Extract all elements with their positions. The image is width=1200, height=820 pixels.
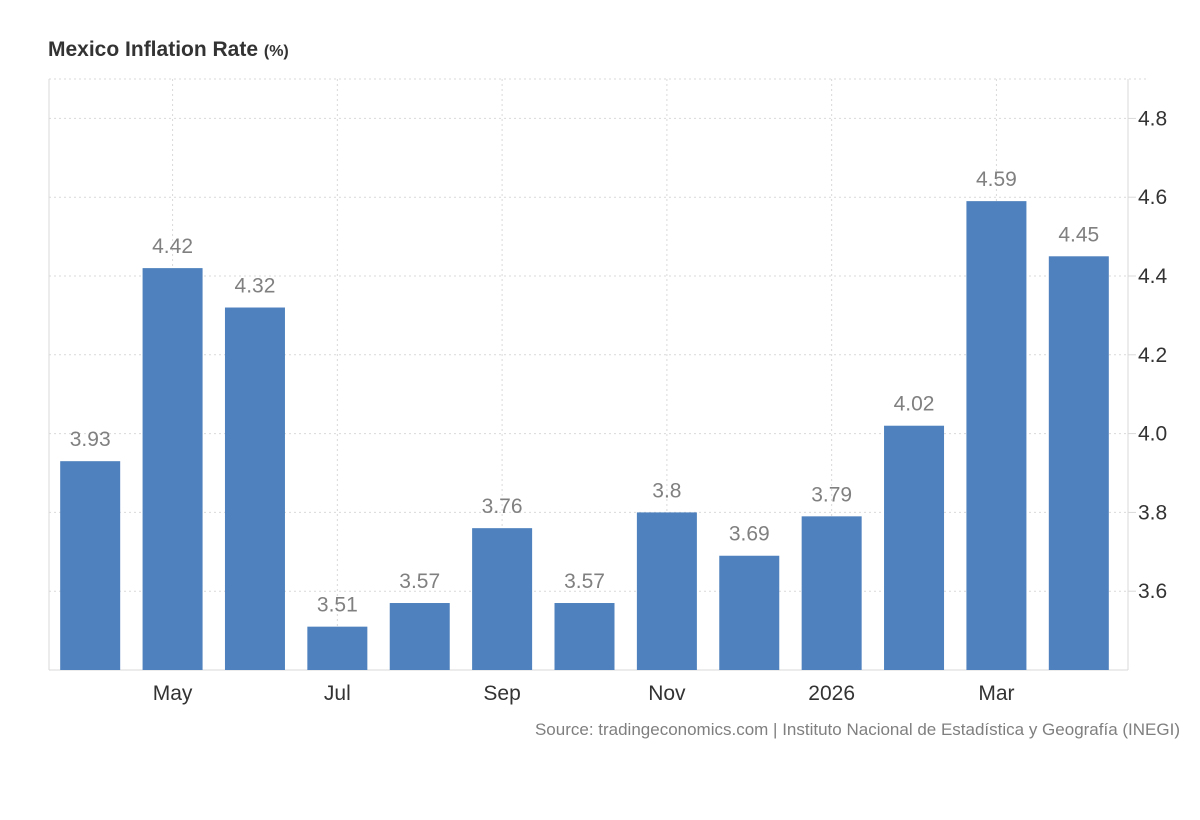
bar: [142, 268, 203, 670]
bar: [472, 528, 533, 670]
x-axis-ticks: May Jul Sep Nov 2026 Mar: [153, 682, 1015, 705]
y-tick-label: 4.2: [1138, 344, 1167, 367]
bar-data-label: 4.45: [1058, 223, 1099, 246]
bar: [554, 603, 615, 670]
y-tick-label: 4.0: [1138, 423, 1167, 446]
bar-data-label: 3.57: [399, 570, 440, 593]
bar-data-label: 3.79: [811, 483, 852, 506]
x-tick-label: May: [153, 682, 193, 705]
chart-title-text: Mexico Inflation Rate: [48, 38, 259, 61]
bar: [636, 512, 697, 670]
x-tick-label: Mar: [978, 682, 1014, 705]
y-tick-label: 4.8: [1138, 107, 1167, 130]
bar-data-label: 3.76: [482, 495, 523, 518]
bar: [307, 626, 368, 670]
bar-data-label: 4.42: [152, 235, 193, 258]
bar-data-label: 3.51: [317, 594, 358, 617]
bar: [1048, 256, 1109, 670]
source-credit: Source: tradingeconomics.com | Instituto…: [534, 720, 1180, 739]
bar: [966, 201, 1027, 670]
data-labels: 3.93 4.42 4.32 3.51 3.57 3.76 3.57 3.8 3.69 3.79 4…: [70, 168, 1099, 617]
bar-data-label: 4.02: [894, 393, 935, 416]
bar: [884, 425, 945, 670]
bar-data-label: 3.57: [564, 570, 605, 593]
y-tick-label: 4.6: [1138, 186, 1167, 209]
bar-data-label: 3.8: [652, 479, 681, 502]
x-tick-label: Sep: [483, 682, 520, 705]
bar-data-label: 4.32: [235, 275, 276, 298]
y-tick-label: 4.4: [1138, 265, 1168, 288]
bar: [389, 603, 450, 670]
bar: [719, 555, 780, 670]
bar: [224, 307, 285, 670]
y-axis-ticks: 3.6 3.8 4.0 4.2 4.4 4.6 4.8: [1138, 107, 1168, 603]
x-tick-label: 2026: [808, 682, 855, 705]
bar-data-label: 3.69: [729, 523, 770, 546]
x-tick-label: Jul: [324, 682, 351, 705]
y-tick-label: 3.8: [1138, 501, 1167, 524]
y-tick-label: 3.6: [1138, 580, 1167, 603]
chart-title-unit: (%): [263, 43, 289, 60]
bar-data-label: 4.59: [976, 168, 1017, 191]
bar: [60, 461, 121, 670]
bar: [801, 516, 862, 670]
x-tick-label: Nov: [648, 682, 686, 705]
bars: [60, 201, 1109, 670]
bar-data-label: 3.93: [70, 428, 111, 451]
chart-title: Mexico Inflation Rate (%): [48, 38, 289, 62]
